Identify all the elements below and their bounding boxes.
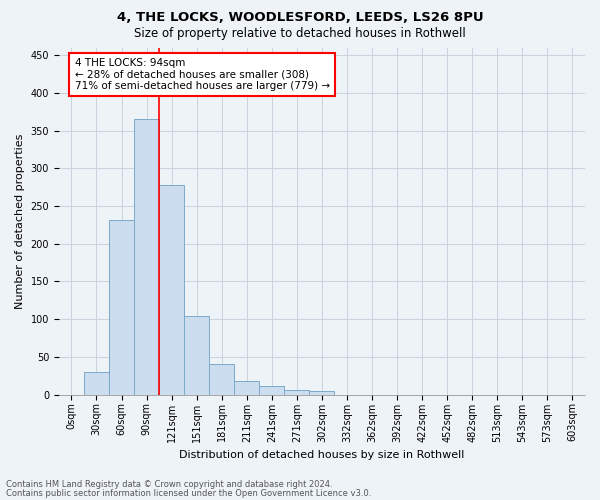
Bar — [134, 119, 159, 394]
Text: 4 THE LOCKS: 94sqm
← 28% of detached houses are smaller (308)
71% of semi-detach: 4 THE LOCKS: 94sqm ← 28% of detached hou… — [74, 58, 330, 91]
Bar — [284, 390, 310, 394]
X-axis label: Distribution of detached houses by size in Rothwell: Distribution of detached houses by size … — [179, 450, 464, 460]
Bar — [310, 391, 334, 394]
Bar — [209, 364, 234, 394]
Text: Contains HM Land Registry data © Crown copyright and database right 2024.: Contains HM Land Registry data © Crown c… — [6, 480, 332, 489]
Bar — [159, 185, 184, 394]
Bar — [234, 381, 259, 394]
Bar — [259, 386, 284, 394]
Y-axis label: Number of detached properties: Number of detached properties — [15, 134, 25, 309]
Bar — [84, 372, 109, 394]
Bar — [184, 316, 209, 394]
Text: Size of property relative to detached houses in Rothwell: Size of property relative to detached ho… — [134, 28, 466, 40]
Text: Contains public sector information licensed under the Open Government Licence v3: Contains public sector information licen… — [6, 488, 371, 498]
Bar — [109, 220, 134, 394]
Text: 4, THE LOCKS, WOODLESFORD, LEEDS, LS26 8PU: 4, THE LOCKS, WOODLESFORD, LEEDS, LS26 8… — [116, 11, 484, 24]
